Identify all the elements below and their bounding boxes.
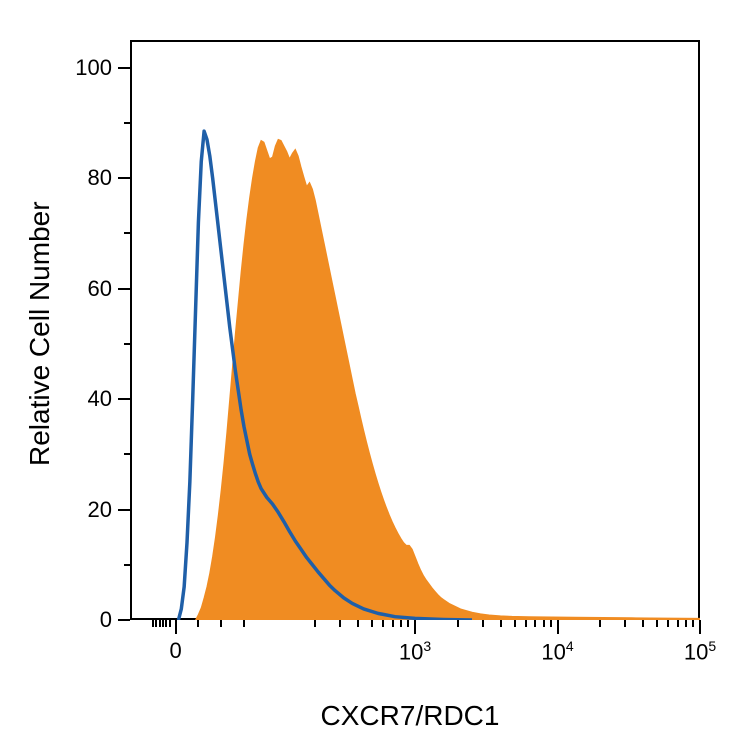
x-tick-minor: [685, 620, 687, 627]
flow-cytometry-chart: Relative Cell Number CXCR7/RDC1 0 20 40 60 8…: [0, 0, 741, 743]
x-tick-minor: [692, 620, 694, 627]
x-tick-minor: [152, 620, 154, 627]
x-tick: [414, 620, 416, 634]
x-tick-minor: [314, 620, 316, 627]
x-tick-minor: [667, 620, 669, 627]
y-tick: [118, 288, 130, 290]
y-tick-label: 20: [68, 497, 112, 523]
x-tick: [175, 620, 177, 634]
x-tick-minor: [599, 620, 601, 627]
x-tick-minor: [169, 620, 171, 627]
x-tick-minor: [534, 620, 536, 627]
x-tick-minor: [382, 620, 384, 627]
y-axis-label: Relative Cell Number: [24, 206, 56, 466]
y-tick-label: 80: [68, 165, 112, 191]
x-tick-minor: [500, 620, 502, 627]
x-tick-minor: [392, 620, 394, 627]
y-tick-minor: [124, 232, 130, 234]
y-tick: [118, 398, 130, 400]
x-tick-minor: [525, 620, 527, 627]
x-axis-label: CXCR7/RDC1: [260, 700, 560, 732]
x-tick-minor: [357, 620, 359, 627]
x-tick-minor: [220, 620, 222, 627]
x-tick-minor: [243, 620, 245, 627]
y-tick: [118, 67, 130, 69]
y-tick-label: 60: [68, 276, 112, 302]
x-tick-minor: [514, 620, 516, 627]
y-tick: [118, 509, 130, 511]
x-tick-label: 103: [399, 638, 431, 665]
x-tick-minor: [550, 620, 552, 627]
x-tick-minor: [624, 620, 626, 627]
x-tick-minor: [642, 620, 644, 627]
x-tick: [557, 620, 559, 634]
x-tick-minor: [371, 620, 373, 627]
x-tick-minor: [159, 620, 161, 627]
x-tick-minor: [543, 620, 545, 627]
plot-svg: [130, 40, 700, 620]
x-tick-minor: [457, 620, 459, 627]
y-tick: [118, 619, 130, 621]
x-tick-label: 105: [684, 638, 716, 665]
x-tick-minor: [656, 620, 658, 627]
y-tick: [118, 177, 130, 179]
x-tick-minor: [339, 620, 341, 627]
y-tick-label: 100: [68, 55, 112, 81]
y-tick-label: 0: [68, 607, 112, 633]
x-tick-minor: [482, 620, 484, 627]
x-tick-minor: [677, 620, 679, 627]
y-tick-minor: [124, 453, 130, 455]
y-tick-label: 40: [68, 386, 112, 412]
x-tick-minor: [400, 620, 402, 627]
x-tick: [699, 620, 701, 634]
x-tick-minor: [165, 620, 167, 627]
x-tick-label: 104: [541, 638, 573, 665]
x-tick-minor: [197, 620, 199, 627]
series-stained: [196, 139, 700, 620]
x-tick-minor: [155, 620, 157, 627]
y-tick-minor: [124, 564, 130, 566]
x-tick-minor: [407, 620, 409, 627]
x-tick-label: 0: [169, 638, 181, 664]
y-tick-minor: [124, 343, 130, 345]
y-tick-minor: [124, 122, 130, 124]
x-tick-minor: [162, 620, 164, 627]
